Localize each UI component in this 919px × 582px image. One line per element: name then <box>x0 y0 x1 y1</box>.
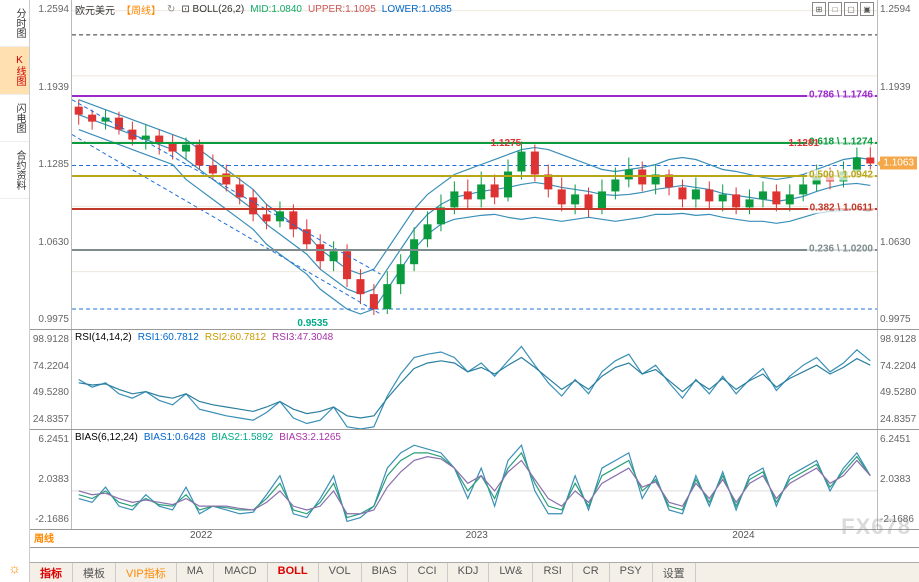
x-tick-2024: 2024 <box>732 530 754 541</box>
rsi-panel: RSI(14,14,2) RSI1:60.7812 RSI2:60.7812 R… <box>30 330 919 430</box>
main-plot-area[interactable]: 0.786 \ 1.17460.618 \ 1.12740.500 \ 1.09… <box>72 0 877 329</box>
rsi3-val: RSI3:47.3048 <box>272 332 333 343</box>
fib-line-0.382 <box>72 208 877 210</box>
panel-tools: ⊞ □ ▢ ▣ <box>812 2 874 16</box>
rsi-plot-area[interactable] <box>72 330 877 429</box>
fib-label-0.236: 0.236 \ 1.0200 <box>807 244 875 255</box>
boll-lower-val: LOWER:1.0585 <box>382 4 452 15</box>
symbol-name: 欧元美元 <box>75 2 115 17</box>
fib-label-0.500: 0.500 \ 1.0942 <box>807 170 875 181</box>
indicator-tab-设置[interactable]: 设置 <box>653 563 696 582</box>
rsi-chart <box>72 330 877 429</box>
btab-template[interactable]: 模板 <box>73 563 116 582</box>
theme-icon[interactable]: ☼ <box>0 554 29 582</box>
boll-upper-val: UPPER:1.1095 <box>308 4 376 15</box>
fib-line-0.500 <box>72 175 877 177</box>
indicator-tab-cr[interactable]: CR <box>573 563 610 582</box>
rsi1-val: RSI1:60.7812 <box>138 332 199 343</box>
boll-mid-val: MID:1.0840 <box>250 4 302 15</box>
sidebar-tab-contract[interactable]: 合约资料 <box>0 142 29 199</box>
bias-label: BIAS(6,12,24) <box>75 432 138 443</box>
rsi2-val: RSI2:60.7812 <box>205 332 266 343</box>
tool-icon-4[interactable]: ▣ <box>860 2 874 16</box>
y-axis-left-bias: 6.24512.0383-2.1686 <box>30 430 72 529</box>
indicator-tab-ma[interactable]: MA <box>177 563 215 582</box>
bias1-val: BIAS1:0.6428 <box>144 432 206 443</box>
fib-line-0.618 <box>72 142 877 144</box>
y-axis-left-main: 1.25941.19391.12851.06300.9975 <box>30 0 72 329</box>
sidebar-tab-timeshare[interactable]: 分时图 <box>0 0 29 47</box>
indicator-tab-rsi[interactable]: RSI <box>533 563 572 582</box>
tool-icon-1[interactable]: ⊞ <box>812 2 826 16</box>
price-annotation: 1.1281 <box>788 138 819 149</box>
y-axis-left-rsi: 98.912874.220449.528024.8357 <box>30 330 72 429</box>
btab-vip[interactable]: VIP指标 <box>116 563 177 582</box>
current-price-tag: 1.1063 <box>880 157 917 170</box>
btab-indicator[interactable]: 指标 <box>30 563 73 582</box>
bias3-val: BIAS3:2.1265 <box>279 432 341 443</box>
indicator-tab-vol[interactable]: VOL <box>319 563 362 582</box>
left-sidebar: 分时图 K线图 闪电图 合约资料 ☼ <box>0 0 30 582</box>
indicator-tab-psy[interactable]: PSY <box>610 563 653 582</box>
x-tick-2023: 2023 <box>466 530 488 541</box>
rsi-label: RSI(14,14,2) <box>75 332 132 343</box>
main-panel-header: 欧元美元 【周线】 ↻ ⊡ BOLL(26,2) MID:1.0840 UPPE… <box>75 2 452 17</box>
bias-plot-area[interactable] <box>72 430 877 529</box>
fib-line-0.786 <box>72 95 877 97</box>
price-annotation: 0.9535 <box>297 318 328 329</box>
indicator-tab-boll[interactable]: BOLL <box>268 563 319 582</box>
price-annotation: 1.1275 <box>491 138 522 149</box>
x-axis: 周线 2022 2023 2024 <box>30 530 919 548</box>
bias-chart <box>72 430 877 529</box>
bottom-tabs: 指标 模板 VIP指标 MAMACDBOLLVOLBIASCCIKDJLW&RS… <box>30 562 919 582</box>
main-price-panel: ⊞ □ ▢ ▣ 欧元美元 【周线】 ↻ ⊡ BOLL(26,2) MID:1.0… <box>30 0 919 330</box>
y-axis-right-rsi: 98.912874.220449.528024.8357 <box>877 330 919 429</box>
tool-icon-3[interactable]: ▢ <box>844 2 858 16</box>
x-axis-period: 周线 <box>34 530 54 545</box>
period-tag: 【周线】 <box>121 2 161 17</box>
indicator-tab-bias[interactable]: BIAS <box>362 563 408 582</box>
bias-panel-header: BIAS(6,12,24) BIAS1:0.6428 BIAS2:1.5892 … <box>75 432 341 443</box>
sidebar-tab-flash[interactable]: 闪电图 <box>0 95 29 142</box>
bias-panel: BIAS(6,12,24) BIAS1:0.6428 BIAS2:1.5892 … <box>30 430 919 530</box>
rsi-panel-header: RSI(14,14,2) RSI1:60.7812 RSI2:60.7812 R… <box>75 332 333 343</box>
candlestick-chart <box>72 0 877 329</box>
x-tick-2022: 2022 <box>190 530 212 541</box>
indicator-tab-macd[interactable]: MACD <box>214 563 267 582</box>
fib-line-0.236 <box>72 249 877 251</box>
bias2-val: BIAS2:1.5892 <box>212 432 274 443</box>
boll-label: ⊡ BOLL(26,2) <box>181 4 244 15</box>
indicator-tab-kdj[interactable]: KDJ <box>448 563 490 582</box>
sidebar-tab-kline[interactable]: K线图 <box>0 47 29 95</box>
tool-icon-2[interactable]: □ <box>828 2 842 16</box>
fib-label-0.786: 0.786 \ 1.1746 <box>807 90 875 101</box>
fib-label-0.382: 0.382 \ 1.0611 <box>808 203 875 214</box>
refresh-icon[interactable]: ↻ <box>167 4 175 15</box>
y-axis-right-bias: 6.24512.0383-2.1686 <box>877 430 919 529</box>
indicator-tab-cci[interactable]: CCI <box>408 563 448 582</box>
indicator-tab-lw&[interactable]: LW& <box>489 563 533 582</box>
